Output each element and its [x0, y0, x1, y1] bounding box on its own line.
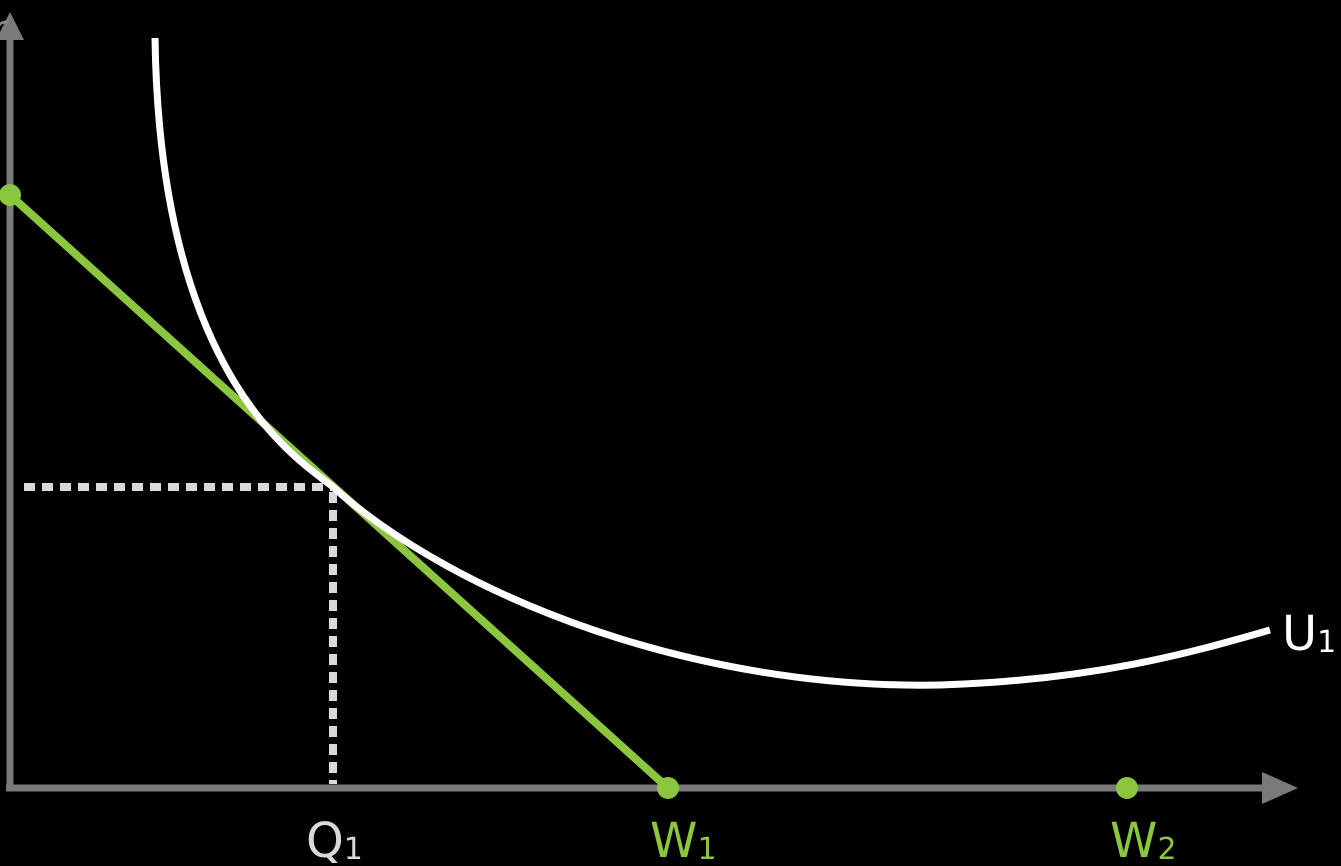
q1-label-sub: 1	[344, 832, 363, 866]
y-axis-label-partial: r	[0, 7, 8, 51]
indifference-curve-u1	[151, 37, 1271, 689]
w1-label: W1	[650, 813, 717, 866]
u1-label-main: U	[1282, 606, 1317, 662]
w2-label-sub: 2	[1157, 832, 1176, 866]
q1-label-main: Q	[306, 813, 344, 866]
w2-label: W2	[1110, 813, 1177, 866]
w1-label-main: W	[650, 813, 697, 866]
w1-label-sub: 1	[697, 832, 716, 866]
y-axis-arrowhead	[0, 12, 24, 40]
w1-point	[657, 777, 679, 799]
q1-label: Q1	[306, 813, 363, 866]
u1-label: U1	[1282, 606, 1336, 662]
x-axis-arrowhead	[1262, 772, 1298, 804]
w2-label-main: W	[1110, 813, 1157, 866]
budget-y-intercept-point	[0, 184, 21, 206]
u1-label-sub: 1	[1317, 625, 1336, 660]
w2-point	[1116, 777, 1138, 799]
